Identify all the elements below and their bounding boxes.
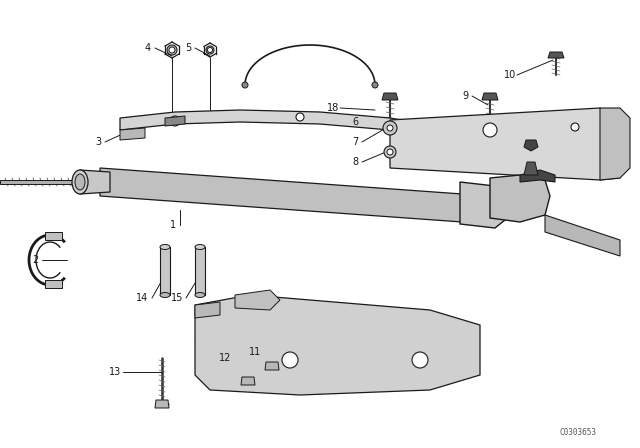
Polygon shape [195, 295, 480, 395]
Text: 12: 12 [219, 353, 231, 363]
Polygon shape [482, 93, 498, 100]
Polygon shape [548, 52, 564, 58]
Text: 10: 10 [504, 70, 516, 80]
Circle shape [206, 46, 214, 54]
Circle shape [242, 82, 248, 88]
Polygon shape [524, 162, 538, 175]
Polygon shape [490, 175, 550, 222]
Polygon shape [45, 280, 62, 288]
Text: 8: 8 [352, 157, 358, 167]
Polygon shape [100, 168, 490, 224]
Text: 13: 13 [109, 367, 121, 377]
Ellipse shape [160, 245, 170, 250]
Circle shape [296, 113, 304, 121]
Circle shape [169, 47, 175, 53]
Polygon shape [241, 377, 255, 385]
Polygon shape [80, 170, 110, 194]
Circle shape [387, 125, 393, 131]
Polygon shape [155, 400, 169, 408]
Circle shape [282, 352, 298, 368]
Circle shape [207, 47, 212, 52]
Polygon shape [265, 362, 279, 370]
Ellipse shape [195, 293, 205, 297]
Ellipse shape [72, 170, 88, 194]
Polygon shape [524, 140, 538, 151]
Polygon shape [120, 110, 470, 150]
Text: 5: 5 [185, 43, 191, 53]
Polygon shape [460, 182, 505, 228]
Text: 11: 11 [249, 347, 261, 357]
Circle shape [167, 45, 177, 55]
Polygon shape [545, 215, 620, 256]
Polygon shape [600, 108, 630, 180]
Text: 4: 4 [145, 43, 151, 53]
Text: 14: 14 [136, 293, 148, 303]
Circle shape [412, 352, 428, 368]
Text: 2: 2 [32, 255, 38, 265]
Polygon shape [382, 93, 398, 100]
Circle shape [483, 123, 497, 137]
Text: 7: 7 [352, 137, 358, 147]
Ellipse shape [75, 174, 85, 190]
Text: 15: 15 [171, 293, 183, 303]
Polygon shape [195, 247, 205, 295]
Ellipse shape [195, 245, 205, 250]
Circle shape [170, 116, 180, 126]
Ellipse shape [160, 293, 170, 297]
Polygon shape [120, 128, 145, 140]
Polygon shape [195, 302, 220, 318]
Text: 6: 6 [352, 117, 358, 127]
Polygon shape [235, 290, 280, 310]
Polygon shape [0, 180, 100, 184]
Circle shape [383, 121, 397, 135]
Polygon shape [160, 247, 170, 295]
Text: 9: 9 [462, 91, 468, 101]
Polygon shape [165, 116, 185, 126]
Polygon shape [390, 108, 620, 180]
Circle shape [384, 146, 396, 158]
Circle shape [387, 149, 393, 155]
Text: 1: 1 [170, 220, 176, 230]
Text: C0303653: C0303653 [559, 427, 596, 436]
Polygon shape [45, 232, 62, 240]
Circle shape [372, 82, 378, 88]
Text: 3: 3 [95, 137, 101, 147]
Circle shape [571, 123, 579, 131]
Polygon shape [520, 170, 555, 182]
Text: 18: 18 [327, 103, 339, 113]
